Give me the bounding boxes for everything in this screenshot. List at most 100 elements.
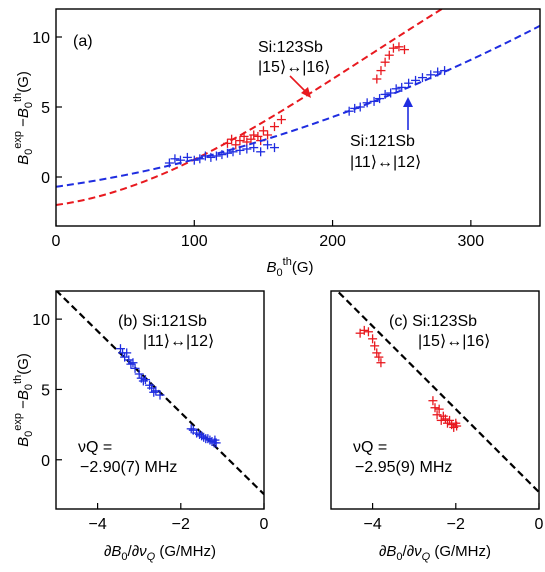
panel-b-transition: |11⟩↔|12⟩ bbox=[143, 333, 214, 350]
panel-b-point bbox=[140, 375, 150, 385]
panel-a-point-sb121 bbox=[411, 75, 421, 85]
panel-b-point bbox=[130, 363, 140, 373]
panel-c-point bbox=[452, 421, 462, 431]
panel-c-point bbox=[436, 415, 446, 425]
panel-a-point-sb121 bbox=[375, 94, 385, 104]
panel-c-label: (c) Si:123Sb bbox=[389, 313, 477, 330]
panel-a-x-tick-label: 100 bbox=[181, 233, 208, 250]
panel-b-x-axis-label: ∂B0/∂νQ (G/MHz) bbox=[104, 543, 216, 563]
panel-b-point bbox=[128, 358, 138, 368]
panel-a-fit-sb121 bbox=[56, 24, 540, 188]
panel-a-point-sb121 bbox=[263, 140, 273, 150]
panel-b-y-tick-label: 5 bbox=[41, 382, 50, 399]
panel-c-point bbox=[430, 403, 440, 413]
panel-a-point-sb123 bbox=[376, 66, 386, 76]
panel-a-x-tick-label: 300 bbox=[458, 233, 485, 250]
panel-a-point-sb123 bbox=[249, 130, 259, 140]
panel-a-frame bbox=[55, 8, 541, 227]
panel-b-x-tick-label: −4 bbox=[88, 516, 106, 533]
panel-a-point-sb121 bbox=[391, 84, 401, 94]
panel-a-point-sb121 bbox=[417, 73, 427, 83]
panel-c: −4 −2 0 (c) Si:123Sb |15⟩↔|16⟩ νQ = −2.95(… bbox=[330, 290, 544, 563]
panel-a-point-sb121 bbox=[380, 89, 390, 99]
panel-a-point-sb123 bbox=[394, 42, 404, 52]
panel-c-point bbox=[440, 414, 450, 424]
panel-c-plot bbox=[335, 291, 539, 493]
panel-b-nuq-line2: −2.90(7) MHz bbox=[80, 459, 177, 476]
panel-b-point bbox=[186, 424, 196, 434]
panel-a-x-axis-label: B0th(G) bbox=[267, 256, 314, 279]
panel-a-point-sb123 bbox=[231, 140, 241, 150]
panel-a-point-sb123 bbox=[276, 115, 286, 125]
panel-a-point-sb123 bbox=[227, 134, 237, 144]
panel-a-point-sb123 bbox=[258, 126, 268, 136]
panel-a-arrow-123 bbox=[289, 75, 311, 98]
panel-c-transition: |15⟩↔|16⟩ bbox=[418, 333, 490, 350]
panel-a-point-sb123 bbox=[235, 136, 245, 146]
panel-a-x-tick-label: 200 bbox=[319, 233, 346, 250]
panel-a-axes: 0 100 200 300 0 5 10 bbox=[32, 30, 484, 250]
panel-a-point-sb123 bbox=[399, 45, 409, 55]
panel-a-point-sb121 bbox=[404, 78, 414, 88]
panel-a-point-sb121 bbox=[397, 82, 407, 92]
panel-c-x-tick-label: −2 bbox=[447, 516, 465, 533]
panel-b-y-tick-label: 0 bbox=[41, 453, 50, 470]
panel-a-annotation-121-line2: |11⟩↔|12⟩ bbox=[350, 154, 421, 171]
panel-a-y-tick-label: 5 bbox=[41, 100, 50, 117]
panel-a-point-sb121 bbox=[189, 155, 199, 165]
panel-a-point-sb121 bbox=[195, 154, 205, 164]
panel-a-y-tick-label: 10 bbox=[32, 30, 50, 47]
panel-a-point-sb121 bbox=[175, 155, 185, 165]
panel-b-point bbox=[155, 390, 165, 400]
panel-a-plot bbox=[56, 9, 540, 206]
panel-a-point-sb121 bbox=[170, 154, 180, 164]
panel-a-point-sb121 bbox=[433, 67, 443, 77]
panel-a-x-tick-label: 0 bbox=[52, 233, 61, 250]
panel-c-x-tick-label: −4 bbox=[363, 516, 381, 533]
panel-a-point-sb121 bbox=[164, 158, 174, 168]
panel-c-point bbox=[374, 352, 384, 362]
panel-c-point bbox=[432, 410, 442, 420]
panel-c-point bbox=[370, 341, 380, 351]
panel-c-point bbox=[372, 348, 382, 358]
panel-b: −4 −2 0 0 5 10 (b) Si:121Sb |11⟩↔|12⟩ νQ = −2… bbox=[12, 290, 269, 563]
panel-a-point-sb123 bbox=[269, 122, 279, 132]
panel-a-point-sb123 bbox=[388, 43, 398, 53]
panel-a-point-sb121 bbox=[182, 152, 192, 162]
panel-c-point bbox=[368, 334, 378, 344]
panel-a-point-sb121 bbox=[200, 151, 210, 161]
panel-b-y-tick-label: 10 bbox=[32, 312, 50, 329]
panel-a-y-tick-label: 0 bbox=[41, 170, 50, 187]
panel-c-point bbox=[363, 327, 373, 337]
panel-b-point bbox=[211, 438, 221, 448]
panel-b-point bbox=[126, 359, 136, 369]
panel-a-point-sb123 bbox=[222, 138, 232, 148]
panel-b-label: (b) Si:121Sb bbox=[118, 313, 207, 330]
panel-b-point bbox=[134, 369, 144, 379]
panel-c-point bbox=[445, 415, 455, 425]
panel-a-annotation-121-line1: Si:121Sb bbox=[350, 133, 415, 150]
panel-a-point-sb121 bbox=[235, 145, 245, 155]
panel-a-point-sb121 bbox=[228, 147, 238, 157]
panel-c-x-axis-label: ∂B0/∂νQ (G/MHz) bbox=[379, 543, 491, 563]
panel-a-arrow-121 bbox=[403, 97, 413, 130]
panel-a-point-sb121 bbox=[426, 70, 436, 80]
panel-a-point-sb121 bbox=[206, 152, 216, 162]
panel-c-point bbox=[434, 404, 444, 414]
panel-a-point-sb121 bbox=[211, 151, 221, 161]
panel-b-nuq-line1: νQ = bbox=[78, 439, 112, 456]
panel-a-fit-sb123 bbox=[56, 9, 443, 206]
panel-a-point-sb121 bbox=[256, 147, 266, 157]
panel-a-label: (a) bbox=[73, 33, 93, 50]
panel-a-point-sb121 bbox=[249, 143, 259, 153]
panel-b-frame bbox=[55, 290, 265, 510]
panel-b-point bbox=[138, 376, 148, 386]
panel-b-point bbox=[122, 348, 132, 358]
panel-a-point-sb123 bbox=[380, 57, 390, 67]
panel-a-y-axis-label: B0exp −B0th(G) bbox=[12, 71, 35, 165]
panel-b-x-tick-label: −2 bbox=[172, 516, 190, 533]
panel-a-point-sb121 bbox=[344, 106, 354, 116]
panel-a-annotation-123-line1: Si:123Sb bbox=[258, 39, 323, 56]
panel-a-point-sb121 bbox=[355, 102, 365, 112]
panel-c-nuq-line1: νQ = bbox=[353, 439, 387, 456]
